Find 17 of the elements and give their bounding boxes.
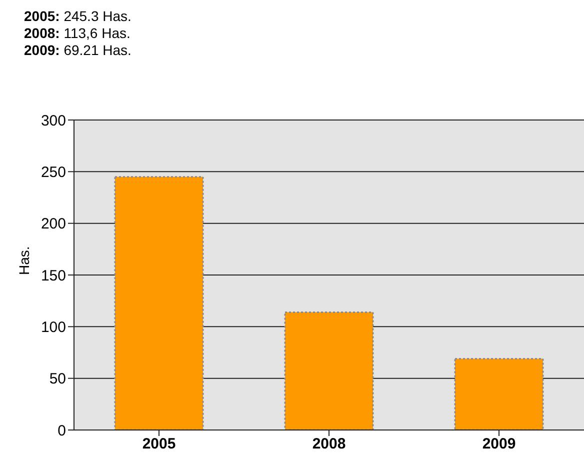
y-tick-label: 100 [40, 318, 66, 336]
x-tick-label: 2005 [142, 436, 176, 453]
y-tick-label: 50 [49, 370, 66, 388]
x-tick-label: 2008 [312, 436, 346, 453]
y-tick-label: 0 [58, 422, 66, 440]
text: 2008: 113,6 Has. [24, 25, 132, 42]
bar [284, 311, 374, 430]
y-tick-label: 250 [40, 164, 66, 181]
y-tick-label: 200 [40, 216, 66, 233]
y-axis-title: Has. [16, 246, 32, 275]
text: 2005: 245.3 Has. [24, 8, 132, 25]
y-tick-label: 300 [40, 112, 66, 130]
bar [454, 358, 544, 430]
y-tick-label: 150 [40, 267, 66, 284]
x-tick-label: 2009 [482, 436, 516, 453]
text: 2009: 69.21 Has. [24, 42, 132, 59]
bar [114, 176, 204, 430]
